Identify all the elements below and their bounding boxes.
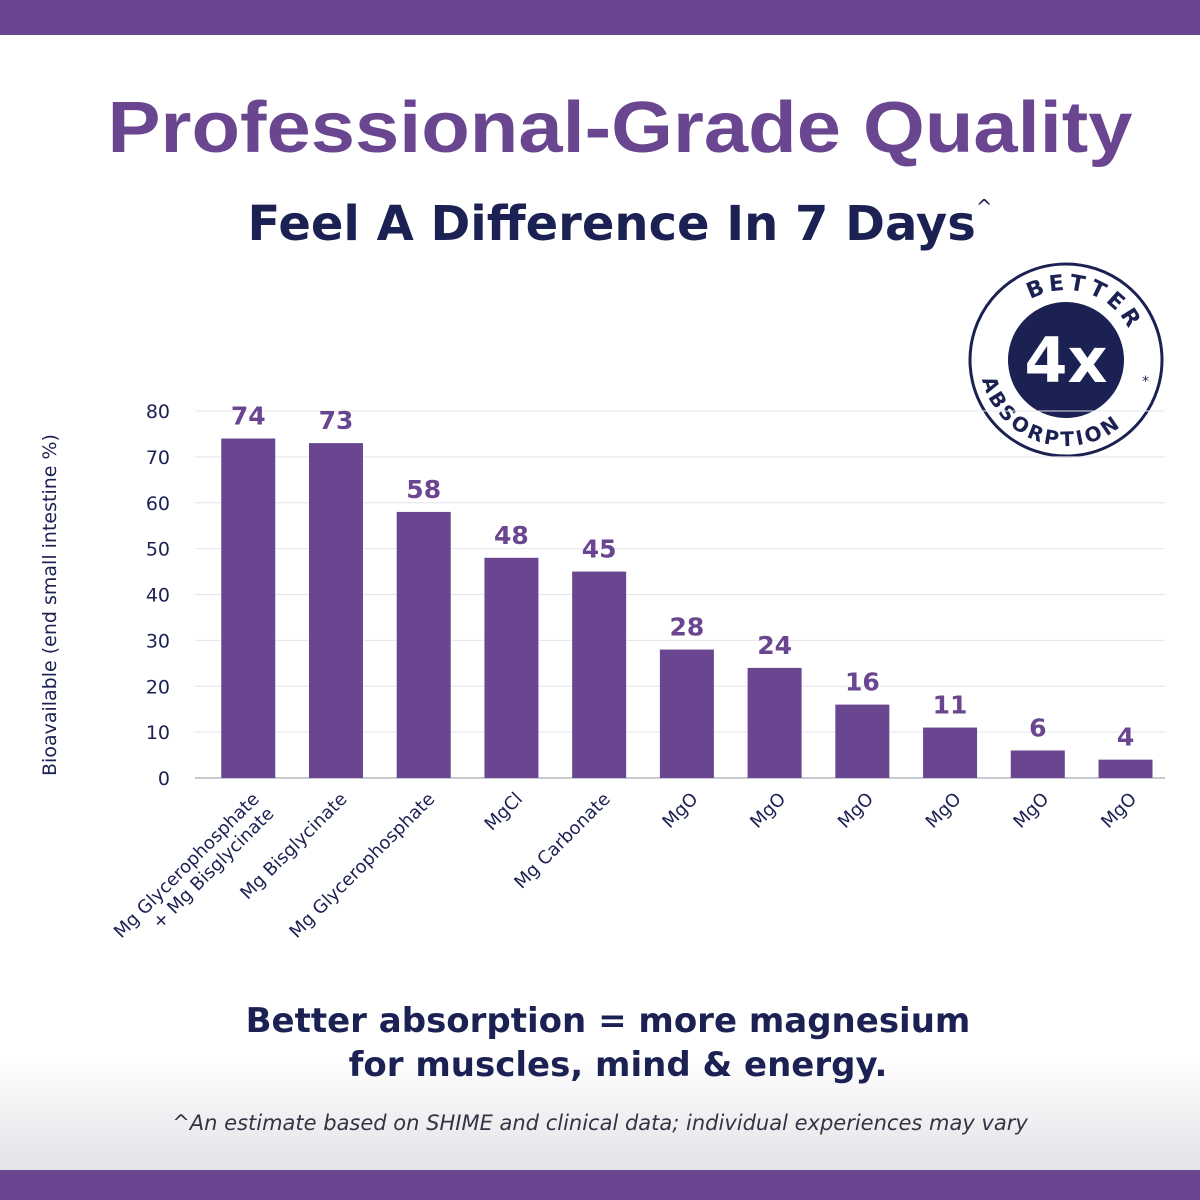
y-tick-label: 20 bbox=[146, 676, 170, 698]
badge-core bbox=[1008, 302, 1124, 418]
value-label: 28 bbox=[669, 613, 704, 642]
top-band bbox=[0, 0, 1200, 35]
value-label: 11 bbox=[933, 691, 968, 720]
chart-title: Professional-Grade Quality bbox=[108, 88, 1133, 168]
tagline-line: Better absorption = more magnesium bbox=[246, 1001, 971, 1041]
y-tick-label: 0 bbox=[158, 768, 170, 790]
bar bbox=[747, 667, 802, 778]
bar bbox=[923, 727, 978, 778]
subtitle-text: Feel A Difference In 7 Days bbox=[247, 196, 975, 252]
bar bbox=[835, 704, 890, 778]
badge-center: 4x bbox=[1024, 324, 1107, 397]
value-label: 58 bbox=[406, 475, 441, 504]
value-label: 4 bbox=[1117, 723, 1134, 752]
value-label: 74 bbox=[231, 402, 266, 431]
y-tick-label: 40 bbox=[146, 585, 170, 607]
bar bbox=[221, 438, 276, 778]
value-label: 73 bbox=[319, 406, 354, 435]
tagline-line: for muscles, mind & energy. bbox=[349, 1045, 888, 1085]
value-label: 45 bbox=[582, 535, 617, 564]
bar bbox=[572, 571, 627, 778]
bottom-band bbox=[0, 1170, 1200, 1200]
subtitle: Feel A Difference In 7 Days^ bbox=[247, 195, 992, 252]
y-tick-label: 70 bbox=[146, 447, 170, 469]
footnote: ^An estimate based on SHIME and clinical… bbox=[172, 1111, 1028, 1135]
y-axis-label: Bioavailable (end small intestine %) bbox=[39, 434, 61, 776]
badge-mark: * bbox=[1142, 374, 1149, 390]
y-tick-label: 30 bbox=[146, 630, 170, 652]
bar bbox=[659, 649, 714, 778]
bar bbox=[396, 511, 451, 778]
bar bbox=[308, 443, 363, 778]
subtitle-mark: ^ bbox=[976, 195, 993, 219]
y-tick-label: 80 bbox=[146, 401, 170, 423]
y-tick-label: 50 bbox=[146, 539, 170, 561]
value-label: 6 bbox=[1029, 713, 1046, 742]
y-tick-label: 60 bbox=[146, 493, 170, 515]
value-label: 48 bbox=[494, 521, 529, 550]
y-tick-label: 10 bbox=[146, 722, 170, 744]
bar bbox=[484, 557, 539, 778]
value-label: 16 bbox=[845, 668, 880, 697]
bar bbox=[1010, 750, 1065, 778]
bar bbox=[1098, 759, 1153, 778]
value-label: 24 bbox=[757, 631, 792, 660]
